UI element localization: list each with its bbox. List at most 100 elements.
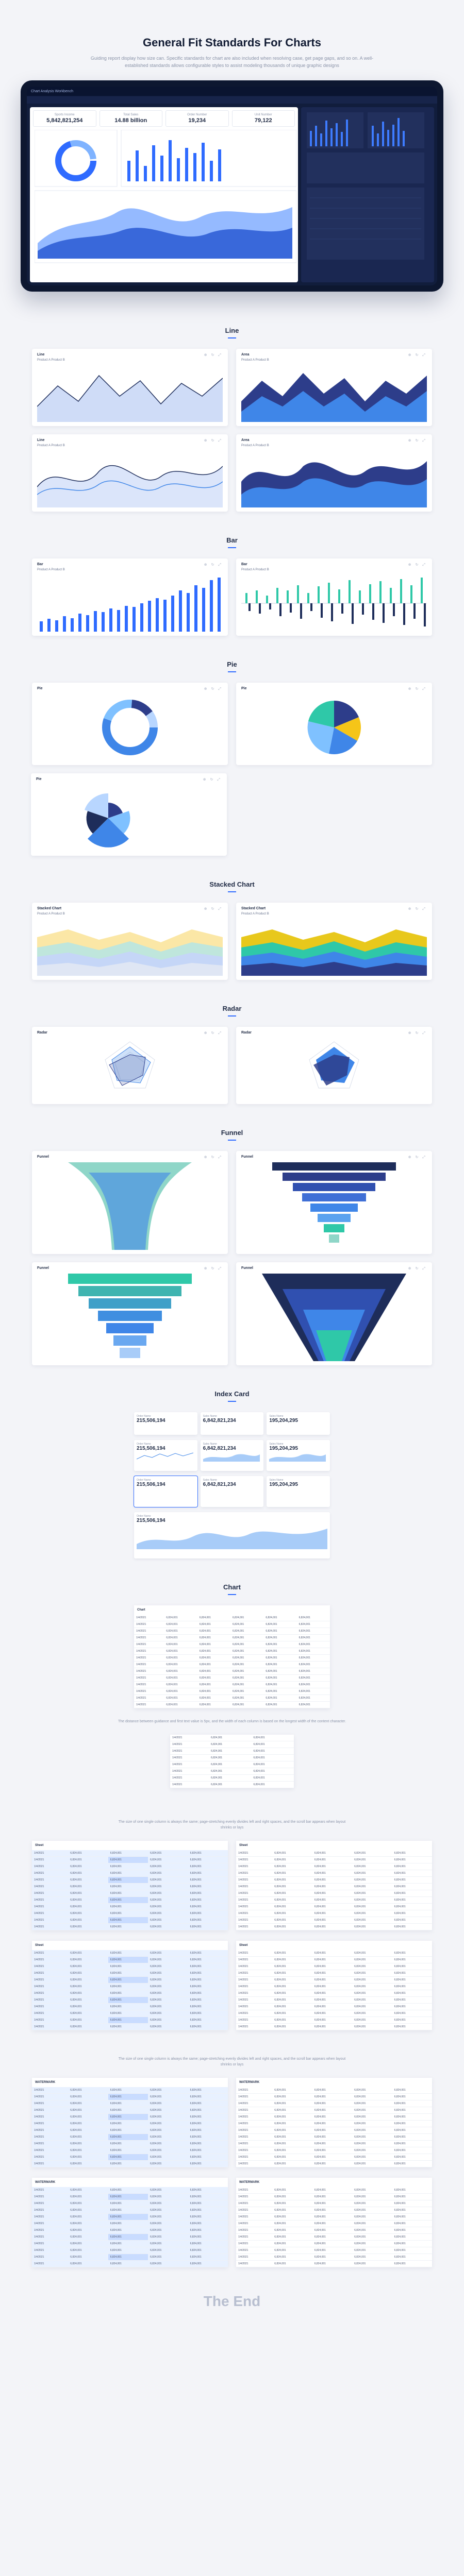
card-tools-icon[interactable]: ⊕ ↻ ⤢ <box>408 1156 427 1159</box>
card-tools-icon[interactable]: ⊕ ↻ ⤢ <box>204 907 223 911</box>
table-cell: 6,824,001 <box>230 1615 264 1621</box>
table-cell: 6,824,001 <box>251 1761 294 1768</box>
table-cell: 6,824,001 <box>148 2160 188 2167</box>
index-card-wide[interactable]: Order Name 215,506,194 <box>134 1512 330 1558</box>
dashboard-tab[interactable]: Chart Analysis Workbench <box>31 89 73 93</box>
table-cell: 6,824,001 <box>148 1910 188 1917</box>
table-cell: 6,824,001 <box>188 1976 228 1984</box>
table-cell: 6,824,001 <box>392 2227 432 2234</box>
table-cell: 1/4/2021 <box>236 1963 273 1970</box>
table-cell: 1/4/2021 <box>236 2093 273 2100</box>
dashboard-charts <box>34 129 297 263</box>
table-cell: 1/4/2021 <box>170 1781 209 1788</box>
card-tools-icon[interactable]: ⊕ ↻ ⤢ <box>408 1031 427 1035</box>
index-card[interactable]: Order Name 215,506,194 <box>134 1412 197 1435</box>
table-cell: 6,824,001 <box>108 1917 148 1924</box>
table-cell: 6,824,001 <box>188 1963 228 1970</box>
table-cell: 6,824,001 <box>392 1923 432 1930</box>
table-row: 1/4/2021 6,824,001 6,824,001 6,824,001 6,824… <box>236 1876 432 1884</box>
card-tools-icon[interactable]: ⊕ ↻ ⤢ <box>408 1267 427 1270</box>
table-cell: 6,824,001 <box>352 1950 392 1957</box>
table-cell: 6,824,001 <box>272 2247 312 2254</box>
table-cell: 6,824,001 <box>272 2133 312 2141</box>
table-cell: 1/4/2021 <box>32 1950 69 1957</box>
table-cell: 1/4/2021 <box>236 1996 273 2004</box>
table-cell: 6,824,001 <box>188 2213 228 2221</box>
table-cell: 6,824,001 <box>188 1876 228 1884</box>
index-card[interactable]: Order Name 215,506,194 <box>134 1440 197 1471</box>
card-tools-icon[interactable]: ⊕ ↻ ⤢ <box>204 563 223 567</box>
table-cell: 6,824,001 <box>108 1883 148 1890</box>
table-row: 1/4/2021 6,824,001 6,824,001 6,824,001 6,824… <box>236 2120 432 2127</box>
index-card[interactable]: Sales Name 195,204,295 <box>267 1412 330 1435</box>
table-cell: 6,824,001 <box>108 1963 148 1970</box>
table-cell: 6,824,001 <box>392 1976 432 1984</box>
table-cell: 1/4/2021 <box>134 1668 164 1675</box>
table-row: 1/4/2021 6,824,001 6,824,001 6,824,001 6,824… <box>236 2023 432 2030</box>
card-tools-icon[interactable]: ⊕ ↻ ⤢ <box>408 687 427 691</box>
table-row: 1/4/2021 6,824,001 6,824,001 6,824,001 6,824… <box>236 1976 432 1984</box>
table-cell: 6,824,001 <box>68 2187 108 2194</box>
table-cell: 1/4/2021 <box>236 2023 273 2030</box>
table-cell: 6,824,001 <box>352 1903 392 1910</box>
card-tools-icon[interactable]: ⊕ ↻ ⤢ <box>408 439 427 443</box>
table-cell: 6,824,001 <box>352 2200 392 2207</box>
table-cell: 6,824,001 <box>148 2193 188 2200</box>
table-cell: 6,824,001 <box>392 2133 432 2141</box>
index-card[interactable]: Sales Name 6,842,821,234 <box>200 1476 264 1507</box>
table-cell: 1/4/2021 <box>170 1768 209 1775</box>
card-tools-icon[interactable]: ⊕ ↻ ⤢ <box>204 1267 223 1270</box>
card-tools-icon[interactable]: ⊕ ↻ ⤢ <box>204 687 223 691</box>
table-cell: 6,824,001 <box>108 2247 148 2254</box>
table-cell: 6,824,001 <box>392 2253 432 2261</box>
table-cell: 1/4/2021 <box>134 1628 164 1635</box>
table-row: 1/4/2021 6,824,001 6,824,001 6,824,001 6,824… <box>32 2120 228 2127</box>
index-card[interactable]: Order Name 215,506,194 <box>134 1476 198 1507</box>
table-cell: 1/4/2021 <box>32 2107 69 2114</box>
table-cell: 1/4/2021 <box>32 2160 69 2167</box>
card-tools-icon[interactable]: ⊕ ↻ ⤢ <box>408 353 427 357</box>
table-cell: 6,824,001 <box>108 2213 148 2221</box>
table-cell: 6,824,001 <box>352 2213 392 2221</box>
table-row: 1/4/2021 6,824,001 6,824,001 <box>170 1768 294 1775</box>
table-row: 1/4/2021 6,824,001 6,824,001 6,824,001 6,824… <box>32 1896 228 1904</box>
table-cell: 1/4/2021 <box>236 1950 273 1957</box>
table-cell: 6,824,001 <box>188 1950 228 1957</box>
table-cell: 6,824,001 <box>188 2147 228 2154</box>
index-card[interactable]: Sales Name 6,842,821,234 <box>200 1440 264 1471</box>
table-row: 1/4/2021 6,824,001 6,824,001 <box>170 1761 294 1768</box>
section-title-chart: Chart <box>0 1583 464 1595</box>
index-card[interactable]: Sales Name 195,204,295 <box>267 1440 330 1471</box>
table-cell: 6,824,001 <box>312 2213 353 2221</box>
card-tools-icon[interactable]: ⊕ ↻ ⤢ <box>204 1156 223 1159</box>
card-tools-icon[interactable]: ⊕ ↻ ⤢ <box>204 353 223 357</box>
data-table: WATERMARK 1/4/2021 6,824,001 6,824,001 6,824… <box>32 2078 228 2167</box>
table-cell: 6,824,001 <box>164 1654 197 1662</box>
table-cell: 6,824,001 <box>263 1694 297 1702</box>
index-card[interactable]: Sales Name 195,204,295 <box>267 1476 330 1507</box>
card-tools-icon[interactable]: ⊕ ↻ ⤢ <box>204 1031 223 1035</box>
table-row: 1/4/2021 6,824,001 6,824,001 6,824,001 6,824… <box>32 2003 228 2010</box>
card-tools-icon[interactable]: ⊕ ↻ ⤢ <box>204 439 223 443</box>
table-cell: 6,824,001 <box>312 1856 353 1863</box>
table-cell: 6,824,001 <box>108 2023 148 2030</box>
chart-card: Line ⊕ ↻ ⤢ Product A Product B <box>32 349 228 426</box>
table-cell: 1/4/2021 <box>32 2087 69 2094</box>
table-cell: 6,824,001 <box>263 1674 297 1682</box>
data-table: Chart 1/4/2021 6,824,001 6,824,001 6,824,00… <box>134 1605 330 1708</box>
card-tools-icon[interactable]: ⊕ ↻ ⤢ <box>203 778 222 782</box>
table-row: 1/4/2021 6,824,001 6,824,001 6,824,001 6,824… <box>32 2253 228 2261</box>
table-row: 1/4/2021 6,824,001 6,824,001 6,824,001 6,824… <box>32 2147 228 2154</box>
index-card[interactable]: Sales Name 6,842,821,234 <box>200 1412 264 1435</box>
table-cell: 6,824,001 <box>272 2016 312 2024</box>
table-cell: 6,824,001 <box>108 2003 148 2010</box>
table-cell: 6,824,001 <box>272 2003 312 2010</box>
card-tools-icon[interactable]: ⊕ ↻ ⤢ <box>408 563 427 567</box>
card-tools-icon[interactable]: ⊕ ↻ ⤢ <box>408 907 427 911</box>
table-cell: 6,824,001 <box>263 1668 297 1675</box>
table-cell: 6,824,001 <box>68 2160 108 2167</box>
table-cell: 1/4/2021 <box>32 2213 69 2221</box>
table-row: 1/4/2021 6,824,001 6,824,001 6,824,001 6,824… <box>32 1850 228 1857</box>
table-cell: 6,824,001 <box>68 2154 108 2161</box>
section-title-line: Line <box>0 327 464 338</box>
